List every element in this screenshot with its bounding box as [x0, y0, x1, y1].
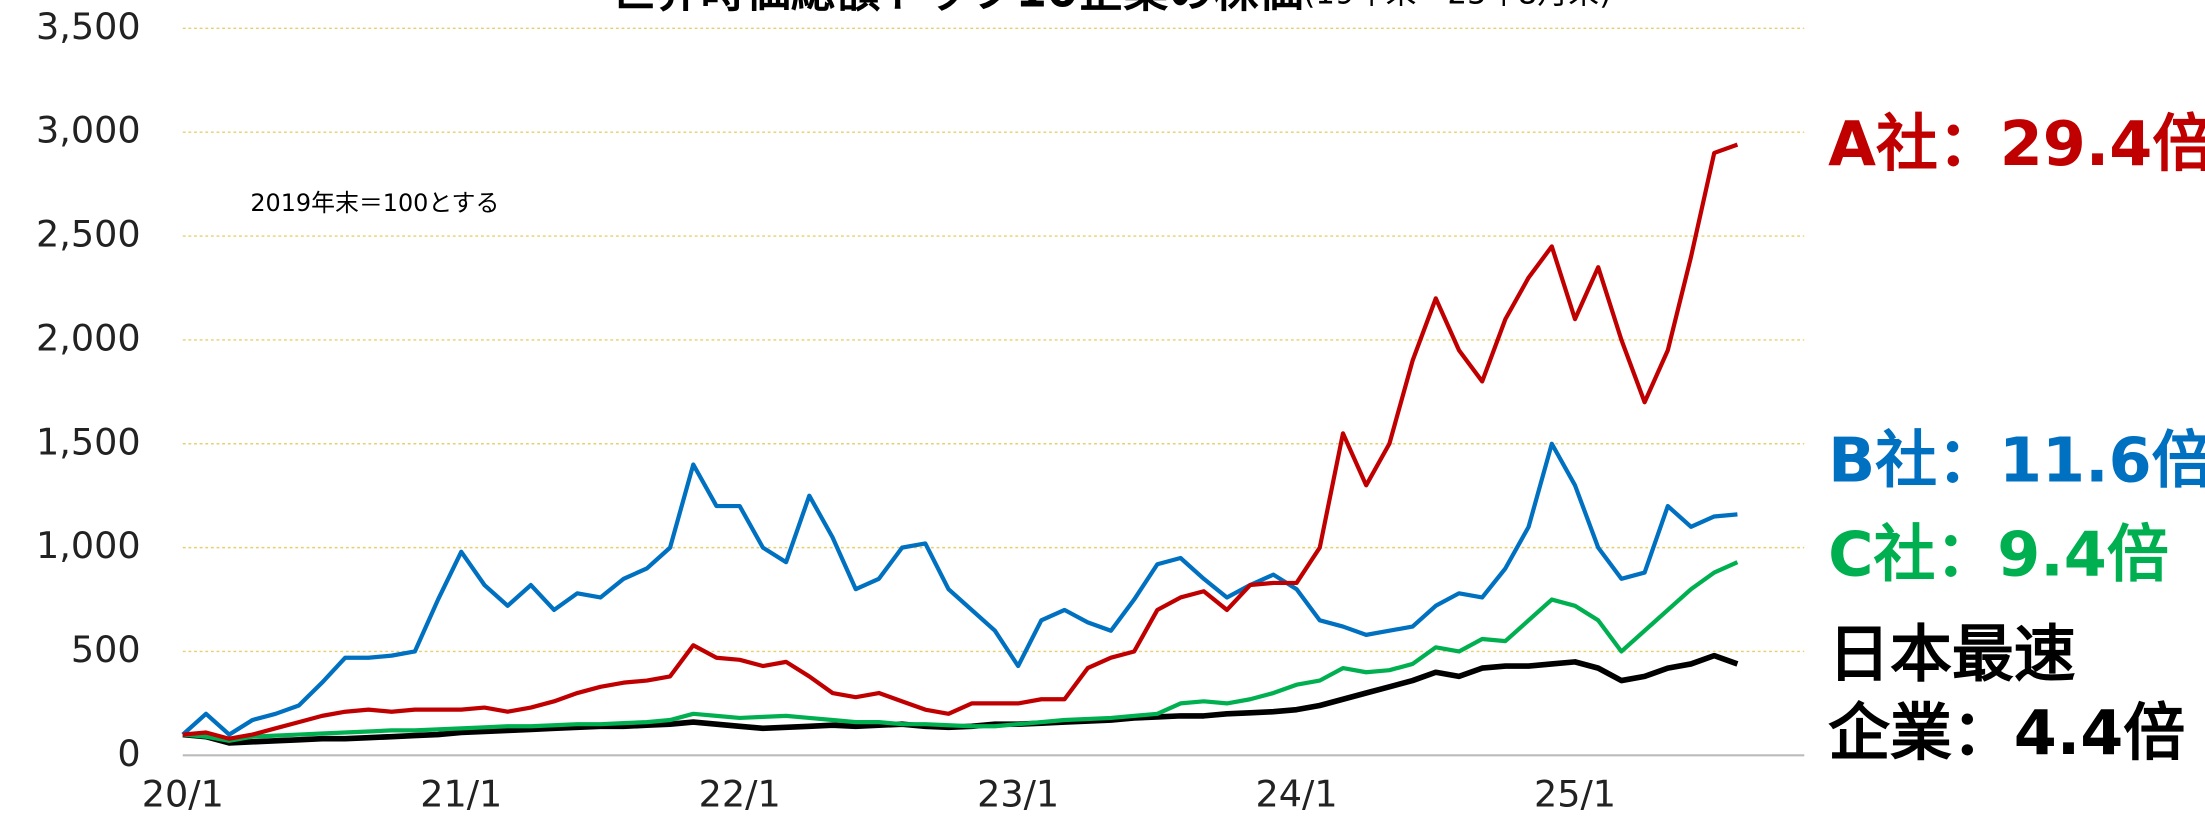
x-tick-label: 24/1: [1256, 773, 1338, 816]
line: [182, 560, 1739, 743]
series-label: 日本最速企業：4.4倍: [1828, 618, 2185, 769]
x-tick-label: 25/1: [1534, 773, 1616, 816]
series-label: A社：29.4倍: [1828, 108, 2205, 180]
x-tick-label: 21/1: [420, 773, 502, 816]
annotation: 2019年末＝100とする: [250, 189, 499, 217]
title: 世界時価総額トップ10企業の株価: [611, 0, 1304, 18]
series-label: C社：9.4倍: [1828, 519, 2169, 591]
series-label-line: 日本最速: [1828, 618, 2076, 690]
x-tick-label: 22/1: [699, 773, 781, 816]
y-tick-label: 2,000: [36, 316, 141, 359]
series-label-line: 企業：4.4倍: [1828, 697, 2185, 769]
x-tick-label: 23/1: [977, 773, 1059, 816]
y-tick-label: 1,500: [36, 420, 141, 463]
y-tick-label: 2,500: [36, 213, 141, 256]
y-tick-label: 3,500: [36, 5, 141, 48]
chart-title: 世界時価総額トップ10企業の株価(19年末～25年8月末): [611, 0, 1612, 18]
series-label: B社：11.6倍: [1828, 424, 2205, 496]
subtitle: (19年末～25年8月末): [1303, 0, 1611, 11]
y-tick-label: 500: [71, 628, 141, 671]
line: [182, 142, 1739, 741]
y-tick-label: 1,000: [36, 524, 141, 567]
y-tick-label: 3,000: [36, 109, 141, 152]
y-tick-label: 0: [117, 732, 140, 775]
x-tick-label: 20/1: [142, 773, 224, 816]
line: [181, 441, 1738, 737]
